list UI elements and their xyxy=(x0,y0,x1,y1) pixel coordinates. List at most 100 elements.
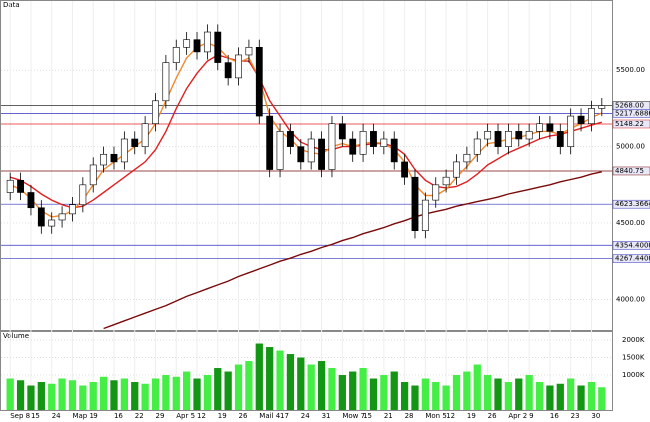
volume-bar xyxy=(442,385,450,410)
candle-body xyxy=(463,153,471,163)
volume-bar xyxy=(99,376,108,410)
volume-bar xyxy=(286,354,295,410)
level-label: 5148.22 xyxy=(615,120,644,128)
candle-body xyxy=(349,138,357,155)
volume-bar xyxy=(411,385,419,410)
volume-bar xyxy=(120,378,128,410)
candle-body xyxy=(577,115,585,125)
x-tick-label: 16 xyxy=(550,412,559,420)
volume-bar xyxy=(349,371,357,410)
candle-body xyxy=(37,207,45,227)
candle-body xyxy=(494,131,502,147)
x-tick-label: Sep 8 xyxy=(10,412,30,420)
volume-bar xyxy=(587,382,596,410)
x-tick-label: 24 xyxy=(301,412,310,420)
y-tick-label: 4500.00 xyxy=(616,219,645,227)
volume-bar xyxy=(162,375,170,410)
candle-body xyxy=(515,131,523,140)
candle-body xyxy=(100,153,108,166)
candle-body xyxy=(58,213,66,221)
volume-bar xyxy=(598,387,606,410)
candle-body xyxy=(183,39,191,48)
x-tick-label: 9 xyxy=(93,412,97,420)
volume-bar xyxy=(556,383,564,410)
candle-body xyxy=(162,62,170,102)
candle-body xyxy=(536,123,543,132)
volume-bar xyxy=(432,382,440,410)
volume-bar xyxy=(255,343,263,410)
volume-bar xyxy=(193,378,201,410)
candle-body xyxy=(473,138,481,155)
volume-bar xyxy=(37,382,45,410)
volume-bar xyxy=(297,357,305,410)
candle-body xyxy=(588,108,595,125)
x-tick-label: 30 xyxy=(591,412,600,420)
candle-body xyxy=(203,31,211,53)
x-tick-label: 16 xyxy=(114,412,123,420)
volume-bar xyxy=(380,375,388,410)
candle-body xyxy=(297,146,305,163)
volume-bar xyxy=(535,382,544,410)
candle-body xyxy=(318,138,325,170)
level-label-box xyxy=(612,254,650,263)
volume-bar xyxy=(214,368,222,410)
volume-bar xyxy=(276,350,284,410)
candle-body xyxy=(401,161,409,178)
x-tick-label: 17 xyxy=(280,412,289,420)
candle-body xyxy=(235,54,242,79)
volume-bar xyxy=(172,376,180,410)
volume-bar xyxy=(131,382,139,410)
y-tick-label: 4000.00 xyxy=(616,295,645,303)
volume-bar xyxy=(463,371,471,410)
candle-body xyxy=(453,161,460,178)
volume-bar xyxy=(504,382,513,410)
volume-bar xyxy=(79,385,87,410)
level-label: 4840.75 xyxy=(615,167,644,175)
volume-bar xyxy=(183,371,191,410)
candle-body xyxy=(79,184,87,206)
x-tick-label: 29 xyxy=(156,412,165,420)
candle-body xyxy=(432,184,440,201)
volume-bar xyxy=(369,378,378,410)
candle-body xyxy=(442,176,450,186)
volume-bar xyxy=(141,383,149,410)
candle-body xyxy=(27,192,35,209)
ma-line xyxy=(9,41,603,218)
x-tick-label: 31 xyxy=(322,412,331,420)
candle-body xyxy=(567,115,575,147)
x-tick-label: 22 xyxy=(135,412,144,420)
x-tick-label: 19 xyxy=(467,412,476,420)
candle-body xyxy=(504,131,512,147)
candle-body xyxy=(421,199,429,231)
candle-body xyxy=(193,39,201,53)
level-label-box xyxy=(612,241,650,250)
volume-bar xyxy=(421,378,429,410)
volume-bar xyxy=(317,361,326,410)
volume-bar xyxy=(359,368,367,410)
candle-body xyxy=(141,123,149,147)
x-tick-label: 26 xyxy=(488,412,497,420)
y-tick-label: 5000.00 xyxy=(616,143,645,151)
candle-body xyxy=(89,164,97,186)
x-tick-label: Mail 4 xyxy=(259,412,280,420)
volume-bar xyxy=(328,368,336,410)
volume-bar xyxy=(484,375,492,410)
candle-body xyxy=(328,123,336,170)
volume-bar xyxy=(151,378,160,410)
volume-bar xyxy=(48,383,56,410)
x-tick-label: Apr 5 xyxy=(176,412,195,420)
x-tick-label: 19 xyxy=(218,412,227,420)
candle-body xyxy=(287,131,294,147)
volume-bar xyxy=(473,364,481,410)
candle-body xyxy=(245,47,253,56)
volume-bar xyxy=(307,364,315,410)
volume-bar xyxy=(203,375,212,410)
y-tick-label: 2000K xyxy=(622,336,645,344)
x-tick-label: Map 1 xyxy=(72,412,93,420)
volume-bar xyxy=(58,378,66,410)
candle-body xyxy=(390,138,398,163)
level-label-box xyxy=(612,109,650,118)
candle-body xyxy=(338,123,346,140)
level-label-box xyxy=(612,166,650,176)
